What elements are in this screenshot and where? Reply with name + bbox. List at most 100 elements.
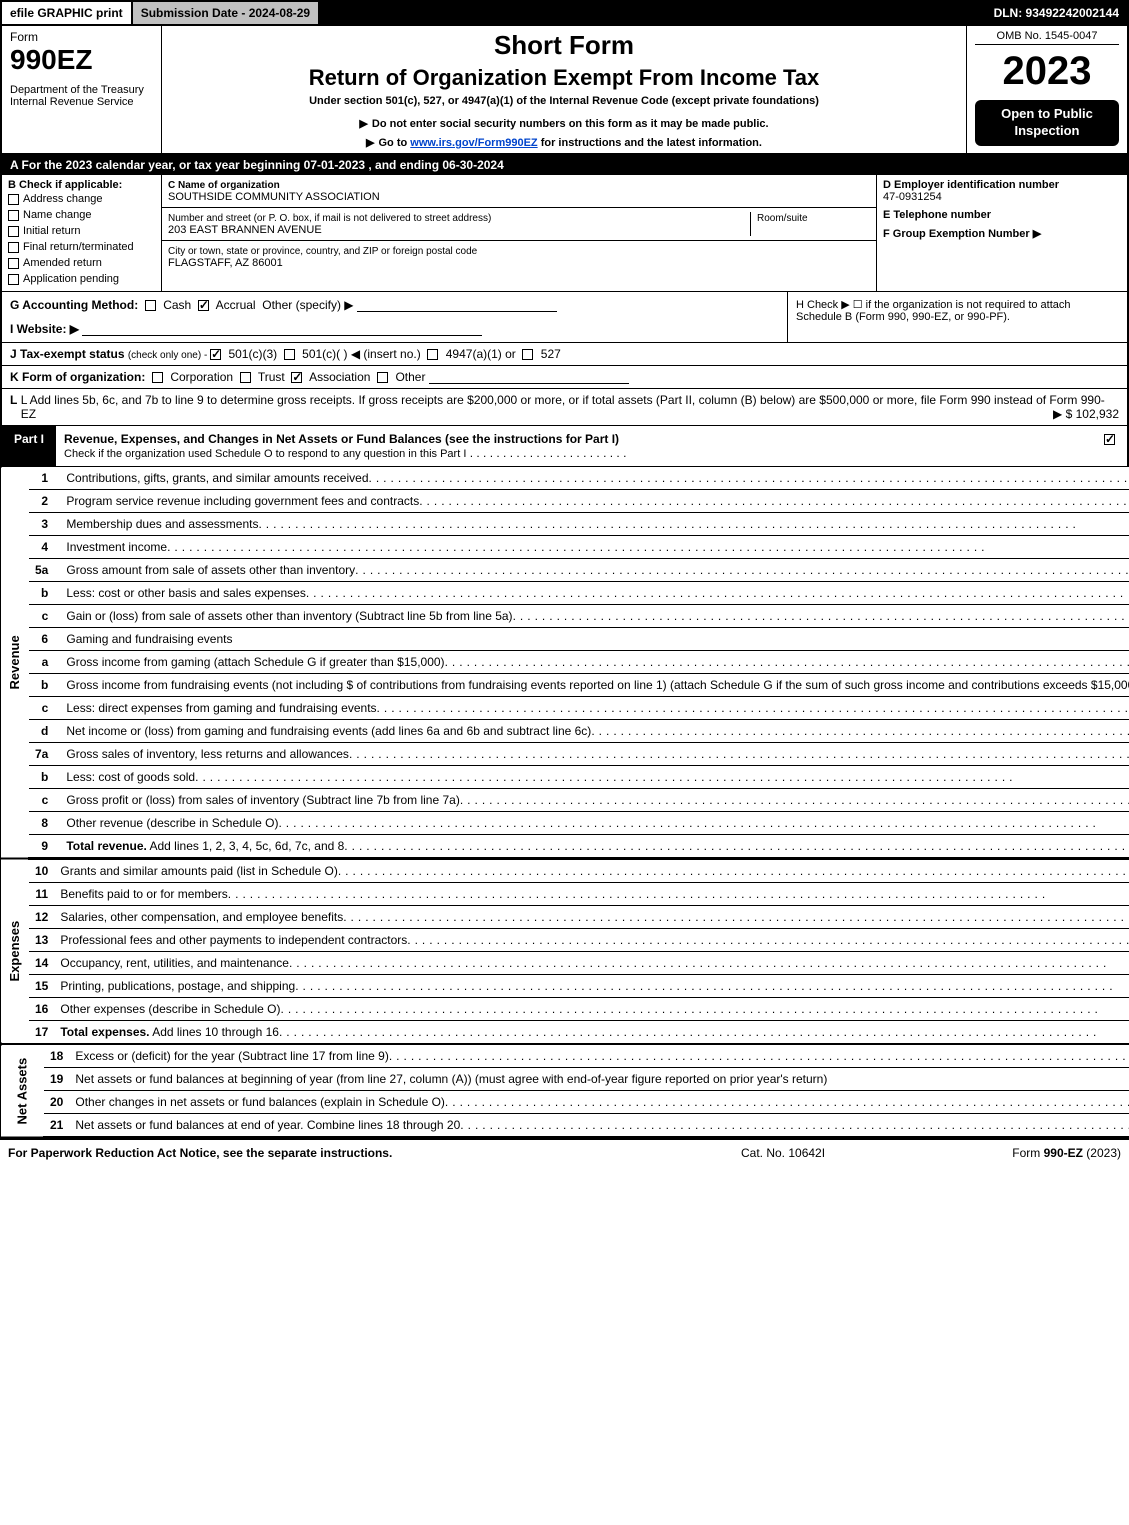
table-row: bLess: cost or other basis and sales exp… [1,582,1129,605]
row-desc: Net assets or fund balances at end of ye… [69,1114,1129,1138]
table-row: Net Assets18Excess or (deficit) for the … [1,1045,1129,1068]
cb-4947[interactable] [427,349,438,360]
row-desc: Excess or (deficit) for the year (Subtra… [69,1045,1129,1068]
omb: OMB No. 1545-0047 [975,30,1119,45]
row-desc: Total expenses. Add lines 10 through 16 … [54,1021,1129,1044]
section-vlabel: Expenses [1,859,29,1044]
section-j: J Tax-exempt status (check only one) - 5… [0,343,1129,366]
cb-address-change[interactable]: Address change [8,191,155,207]
cb-501c3[interactable] [210,349,221,360]
part1-label: Part I [2,426,56,466]
table-row: 8Other revenue (describe in Schedule O)8 [1,812,1129,835]
k-trust: Trust [258,370,285,384]
name-label: C Name of organization [168,180,280,191]
goto-link[interactable]: www.irs.gov/Form990EZ [410,137,537,149]
cb-cash[interactable] [145,300,156,311]
j-small: (check only one) - [128,350,210,361]
section-c: C Name of organization SOUTHSIDE COMMUNI… [162,175,877,291]
tax-year: 2023 [975,49,1119,94]
table-row: Expenses10Grants and similar amounts pai… [1,859,1129,883]
row-number: 14 [29,952,54,975]
row-desc: Less: cost or other basis and sales expe… [60,582,1129,605]
short-form-title: Short Form [170,30,958,61]
table-row: 19Net assets or fund balances at beginni… [1,1068,1129,1091]
irs-label: Internal Revenue Service [10,96,153,108]
table-row: 5aGross amount from sale of assets other… [1,559,1129,582]
row-number: 8 [29,812,60,835]
cb-name-change[interactable]: Name change [8,207,155,223]
city: FLAGSTAFF, AZ 86001 [168,257,283,269]
other-label: Other (specify) ▶ [262,298,353,312]
cash-label: Cash [163,298,191,312]
part1-checkbox[interactable] [1096,426,1127,466]
cb-accrual[interactable] [198,300,209,311]
table-row: 2Program service revenue including gover… [1,490,1129,513]
row-desc: Other changes in net assets or fund bala… [69,1091,1129,1114]
header-mid: Short Form Return of Organization Exempt… [162,26,967,153]
row-number: 11 [29,883,54,906]
j-opt4: 527 [541,347,561,361]
submission-date: Submission Date - 2024-08-29 [133,2,320,24]
row-desc: Gross amount from sale of assets other t… [60,559,1129,582]
cb-trust[interactable] [240,372,251,383]
row-desc: Gross income from fundraising events (no… [60,674,1129,697]
row-number: 18 [44,1045,69,1068]
info-block: B Check if applicable: Address change Na… [0,175,1129,292]
table-row: dNet income or (loss) from gaming and fu… [1,720,1129,743]
row-number: b [29,582,60,605]
header-right: OMB No. 1545-0047 2023 Open to Public In… [967,26,1127,153]
cb-label: Initial return [23,225,80,237]
form-header: Form 990EZ Department of the Treasury In… [0,26,1129,155]
h-text: H Check ▶ ☐ if the organization is not r… [796,299,1071,323]
section-gh: G Accounting Method: Cash Accrual Other … [0,292,1129,343]
cb-initial-return[interactable]: Initial return [8,223,155,239]
website-field[interactable] [82,322,482,336]
row-desc: Net income or (loss) from gaming and fun… [60,720,1129,743]
k-label: K Form of organization: [10,370,145,384]
row-number: 19 [44,1068,69,1091]
row-number: 12 [29,906,54,929]
room-label: Room/suite [757,213,808,224]
section-b: B Check if applicable: Address change Na… [2,175,162,291]
other-field[interactable] [357,298,557,312]
part1-title: Revenue, Expenses, and Changes in Net As… [56,426,1096,466]
header-left: Form 990EZ Department of the Treasury In… [2,26,162,153]
cb-app-pending[interactable]: Application pending [8,271,155,287]
goto-line: Go to www.irs.gov/Form990EZ for instruct… [170,136,958,149]
cb-assoc[interactable] [291,372,302,383]
row-desc: Less: direct expenses from gaming and fu… [60,697,1129,720]
cb-527[interactable] [522,349,533,360]
cb-final-return[interactable]: Final return/terminated [8,239,155,255]
j-prefix: J Tax-exempt status [10,347,128,361]
row-number: c [29,697,60,720]
row-desc: Less: cost of goods sold [60,766,1129,789]
row-number: c [29,789,60,812]
row-number: 9 [29,835,60,858]
cat-no: Cat. No. 10642I [741,1146,941,1160]
table-row: 17Total expenses. Add lines 10 through 1… [1,1021,1129,1044]
cb-501c[interactable] [284,349,295,360]
ein-label: D Employer identification number [883,179,1059,191]
form-ref: Form 990-EZ (2023) [941,1146,1121,1160]
row-desc: Total revenue. Add lines 1, 2, 3, 4, 5c,… [60,835,1129,858]
row-number: 4 [29,536,60,559]
section-l: L L Add lines 5b, 6c, and 7b to line 9 t… [0,389,1129,426]
table-row: 9Total revenue. Add lines 1, 2, 3, 4, 5c… [1,835,1129,858]
row-desc: Gaming and fundraising events [60,628,1129,651]
do-not-enter-text: Do not enter social security numbers on … [372,118,769,130]
cb-corp[interactable] [152,372,163,383]
other-org-field[interactable] [429,370,629,384]
dln: DLN: 93492242002144 [986,2,1127,24]
cb-label: Application pending [23,273,119,285]
efile-link[interactable]: efile GRAPHIC print [2,2,133,24]
row-number: 3 [29,513,60,536]
row-desc: Gain or (loss) from sale of assets other… [60,605,1129,628]
cb-amended[interactable]: Amended return [8,255,155,271]
table-row: Revenue1Contributions, gifts, grants, an… [1,467,1129,490]
org-name: SOUTHSIDE COMMUNITY ASSOCIATION [168,191,380,203]
row-desc: Professional fees and other payments to … [54,929,1129,952]
table-row: cGain or (loss) from sale of assets othe… [1,605,1129,628]
cb-other-org[interactable] [377,372,388,383]
cb-label: Amended return [23,257,102,269]
goto-suffix: for instructions and the latest informat… [541,137,762,149]
